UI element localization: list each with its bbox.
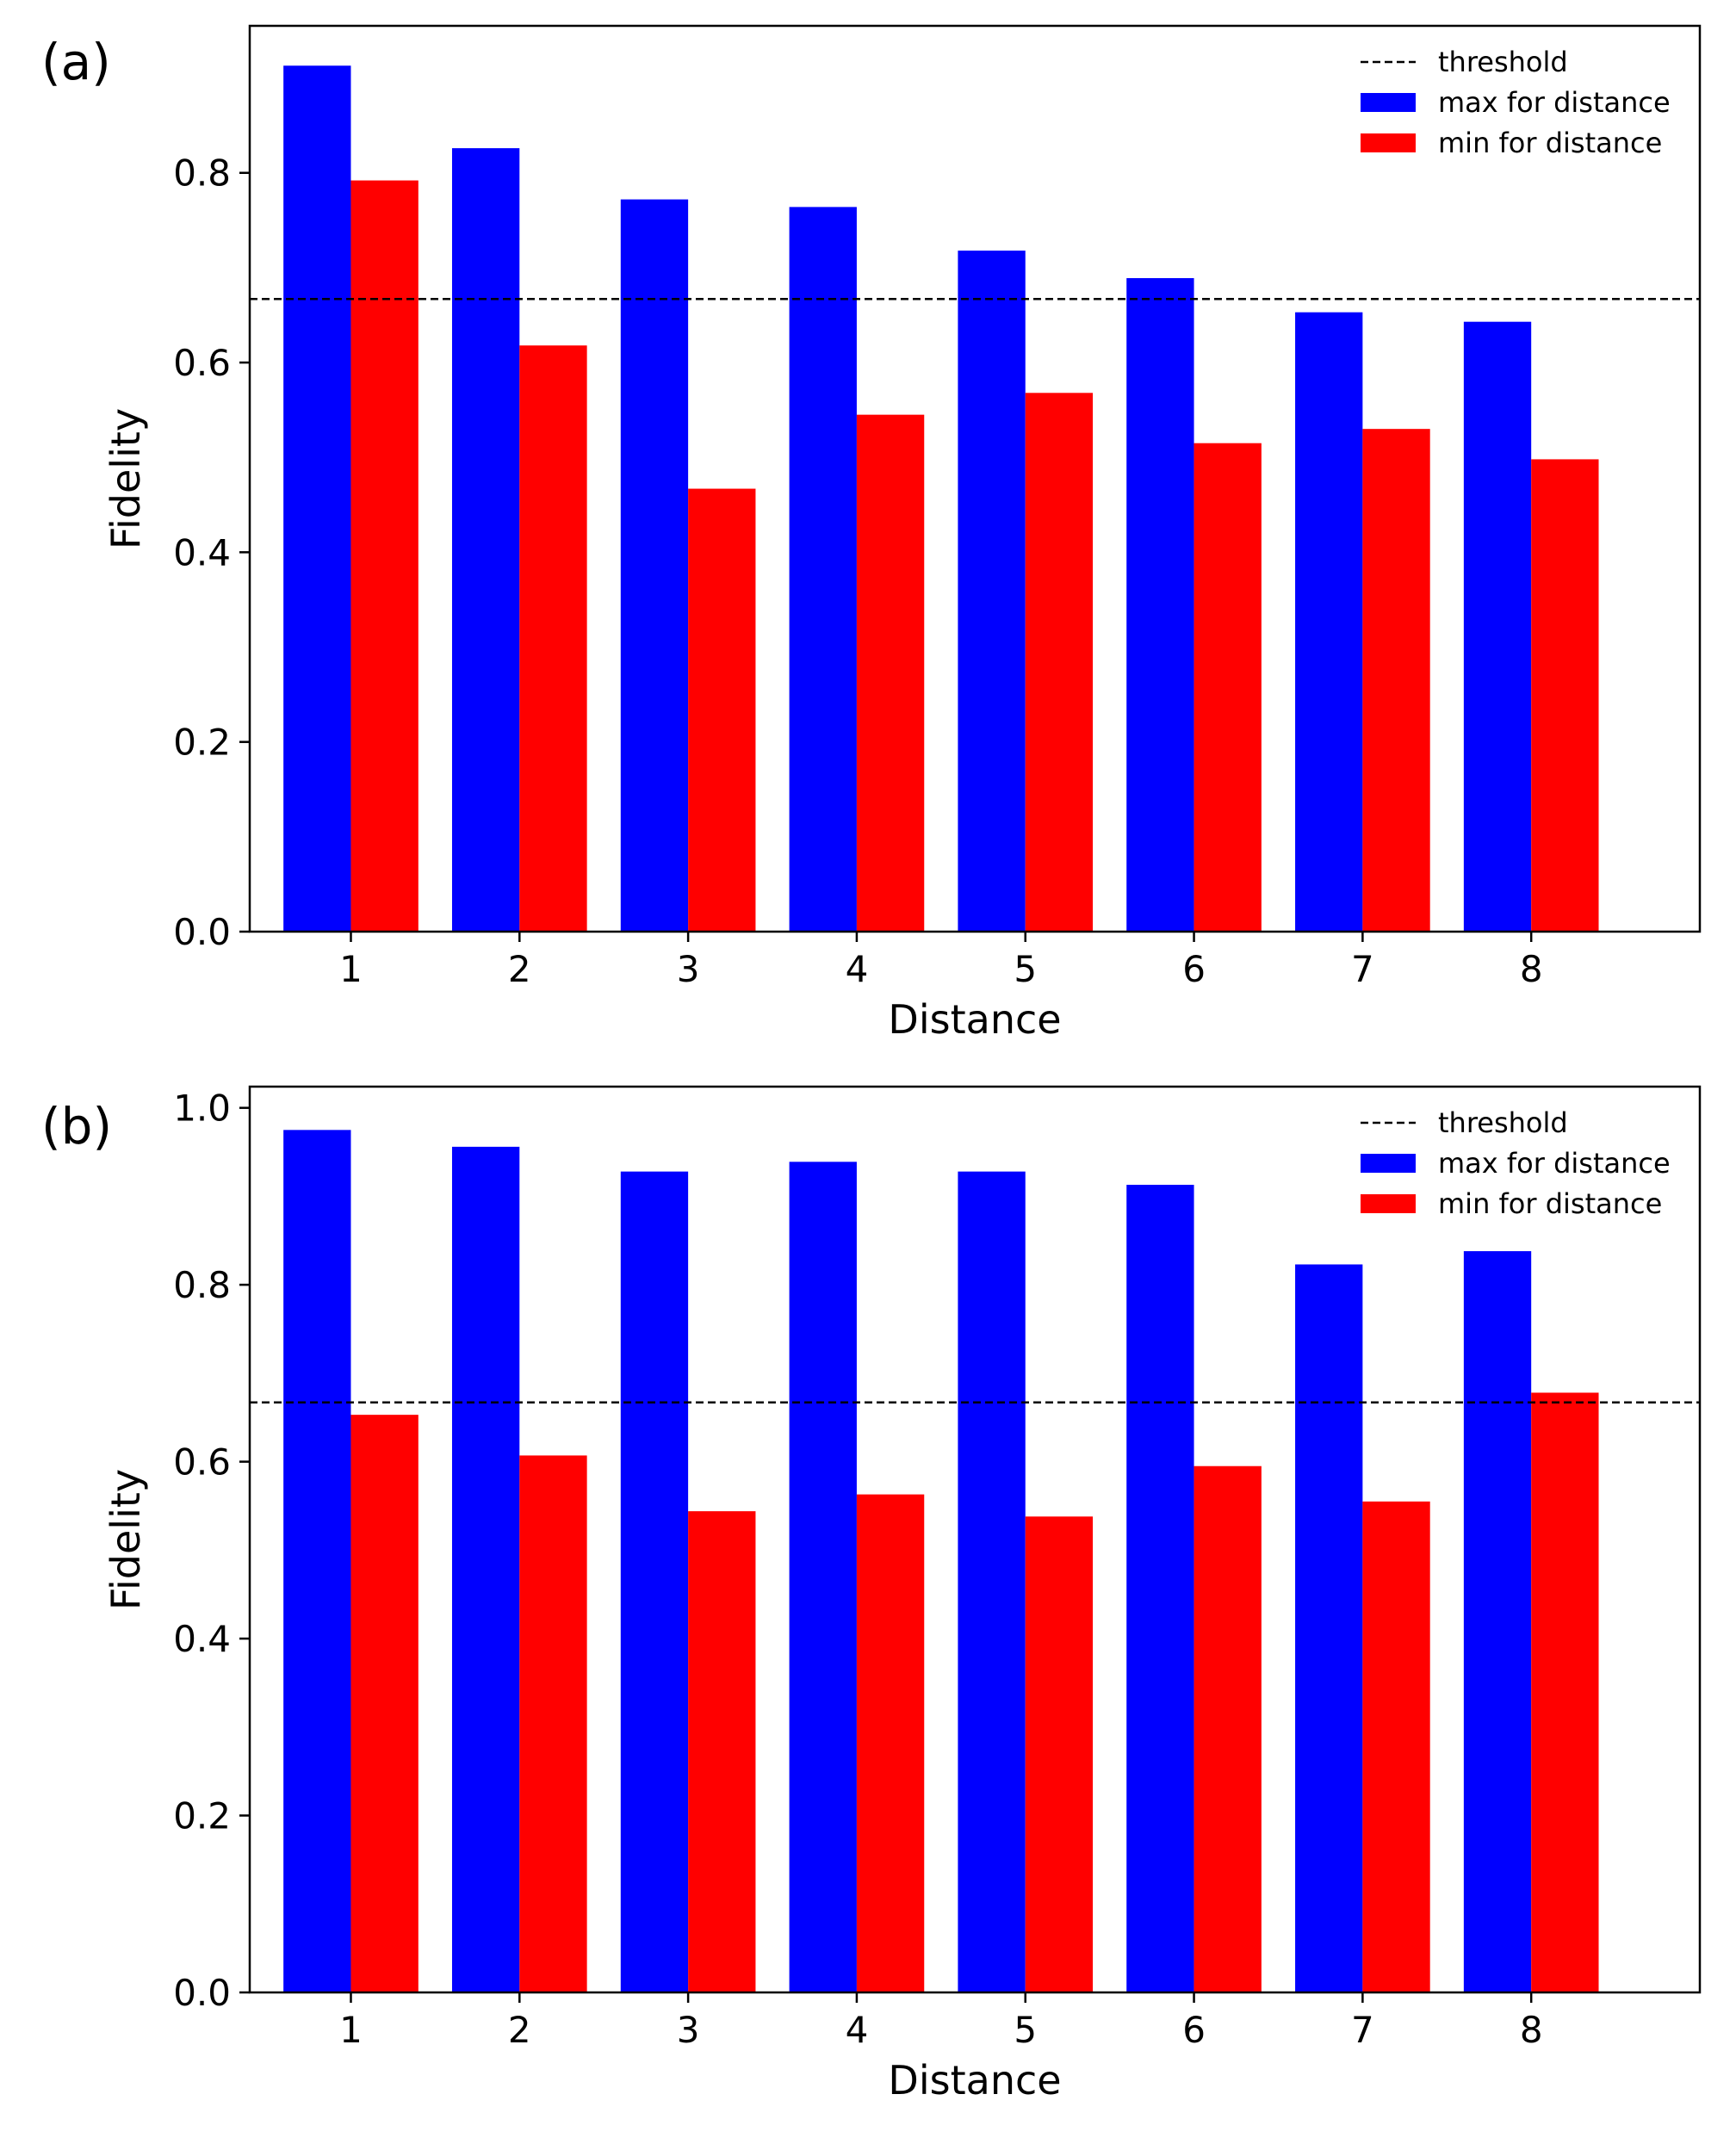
bar-max-4 <box>789 207 857 932</box>
bar-max-5 <box>958 251 1026 932</box>
bar-max-6 <box>1126 278 1194 932</box>
y-tick-label: 0.6 <box>173 342 231 384</box>
x-tick-label: 1 <box>339 948 363 990</box>
legend-threshold-label: threshold <box>1438 1106 1568 1139</box>
panel-label-a: (a) <box>41 33 111 91</box>
y-tick-label: 0.6 <box>173 1441 231 1484</box>
x-tick-label: 3 <box>677 2009 700 2051</box>
x-tick-label: 8 <box>1520 2009 1543 2051</box>
x-tick-label: 2 <box>508 2009 531 2051</box>
y-axis-label: Fidelity <box>102 408 149 549</box>
bar-min-2 <box>519 1455 587 1992</box>
x-tick-label: 5 <box>1014 948 1037 990</box>
bar-min-1 <box>350 1415 418 1992</box>
legend-max-label: max for distance <box>1438 86 1671 119</box>
x-tick-label: 7 <box>1351 2009 1374 2051</box>
bar-min-3 <box>688 488 756 932</box>
bar-min-7 <box>1362 1501 1430 1992</box>
x-tick-label: 3 <box>677 948 700 990</box>
y-tick-label: 0.4 <box>173 531 231 573</box>
legend-max-label: max for distance <box>1438 1147 1671 1180</box>
bar-max-4 <box>789 1162 857 1992</box>
x-tick-label: 2 <box>508 948 531 990</box>
bar-max-5 <box>958 1171 1026 1992</box>
x-tick-label: 5 <box>1014 2009 1037 2051</box>
bar-min-6 <box>1194 1465 1262 1992</box>
bar-max-8 <box>1463 321 1532 932</box>
legend-min-label: min for distance <box>1438 1187 1662 1220</box>
bar-max-6 <box>1126 1185 1194 1992</box>
legend-max-swatch <box>1361 1154 1416 1173</box>
bar-min-1 <box>350 180 418 932</box>
legend-min-swatch <box>1361 1194 1416 1213</box>
y-tick-label: 0.0 <box>173 1972 231 2014</box>
x-tick-label: 1 <box>339 2009 363 2051</box>
panel-label-b: (b) <box>41 1097 112 1156</box>
bar-min-6 <box>1194 443 1262 932</box>
x-tick-label: 7 <box>1351 948 1374 990</box>
legend-min-label: min for distance <box>1438 127 1662 159</box>
x-tick-label: 6 <box>1182 948 1206 990</box>
bar-max-2 <box>451 1146 520 1992</box>
legend-max-swatch <box>1361 93 1416 112</box>
axes-frame <box>248 1085 1702 1994</box>
bar-max-3 <box>620 199 689 932</box>
y-tick-label: 0.2 <box>173 1795 231 1837</box>
legend-threshold-label: threshold <box>1438 46 1568 78</box>
bar-max-7 <box>1295 1264 1363 1992</box>
x-tick-label: 4 <box>846 2009 869 2051</box>
axes-frame <box>248 24 1702 933</box>
x-axis-label: Distance <box>888 996 1061 1043</box>
x-tick-label: 6 <box>1182 2009 1206 2051</box>
bar-min-7 <box>1362 429 1430 932</box>
chart-panel-a: (a) 0.0 0.2 0.4 0.6 0.8 1 2 3 4 5 6 7 8 Distance Fidel… <box>41 24 1702 1043</box>
bar-max-3 <box>620 1171 689 1992</box>
x-axis-label: Distance <box>888 2057 1061 2104</box>
y-tick-label: 1.0 <box>173 1087 231 1130</box>
bar-min-5 <box>1025 1516 1094 1992</box>
y-axis-label: Fidelity <box>102 1469 149 1610</box>
y-tick-label: 0.0 <box>173 911 231 953</box>
bar-min-3 <box>688 1511 756 1992</box>
y-tick-label: 0.2 <box>173 722 231 764</box>
bar-min-8 <box>1531 459 1599 932</box>
y-tick-label: 0.4 <box>173 1618 231 1660</box>
x-tick-label: 4 <box>846 948 869 990</box>
bar-min-4 <box>856 1494 925 1992</box>
bar-max-8 <box>1463 1251 1532 1992</box>
chart-panel-b: (b) 0.0 0.2 0.4 0.6 0.8 1.0 1 2 3 4 5 6 7 8 Distance Fi… <box>41 1085 1702 2104</box>
bar-max-7 <box>1295 312 1363 932</box>
bar-min-5 <box>1025 393 1094 932</box>
bar-max-1 <box>283 65 351 932</box>
x-tick-label: 8 <box>1520 948 1543 990</box>
y-tick-label: 0.8 <box>173 152 231 195</box>
bar-max-1 <box>283 1130 351 1992</box>
bar-max-2 <box>451 148 520 932</box>
legend-min-swatch <box>1361 133 1416 152</box>
bar-min-2 <box>519 345 587 932</box>
y-tick-label: 0.8 <box>173 1264 231 1306</box>
bar-min-8 <box>1531 1392 1599 1992</box>
bar-min-4 <box>856 414 925 932</box>
